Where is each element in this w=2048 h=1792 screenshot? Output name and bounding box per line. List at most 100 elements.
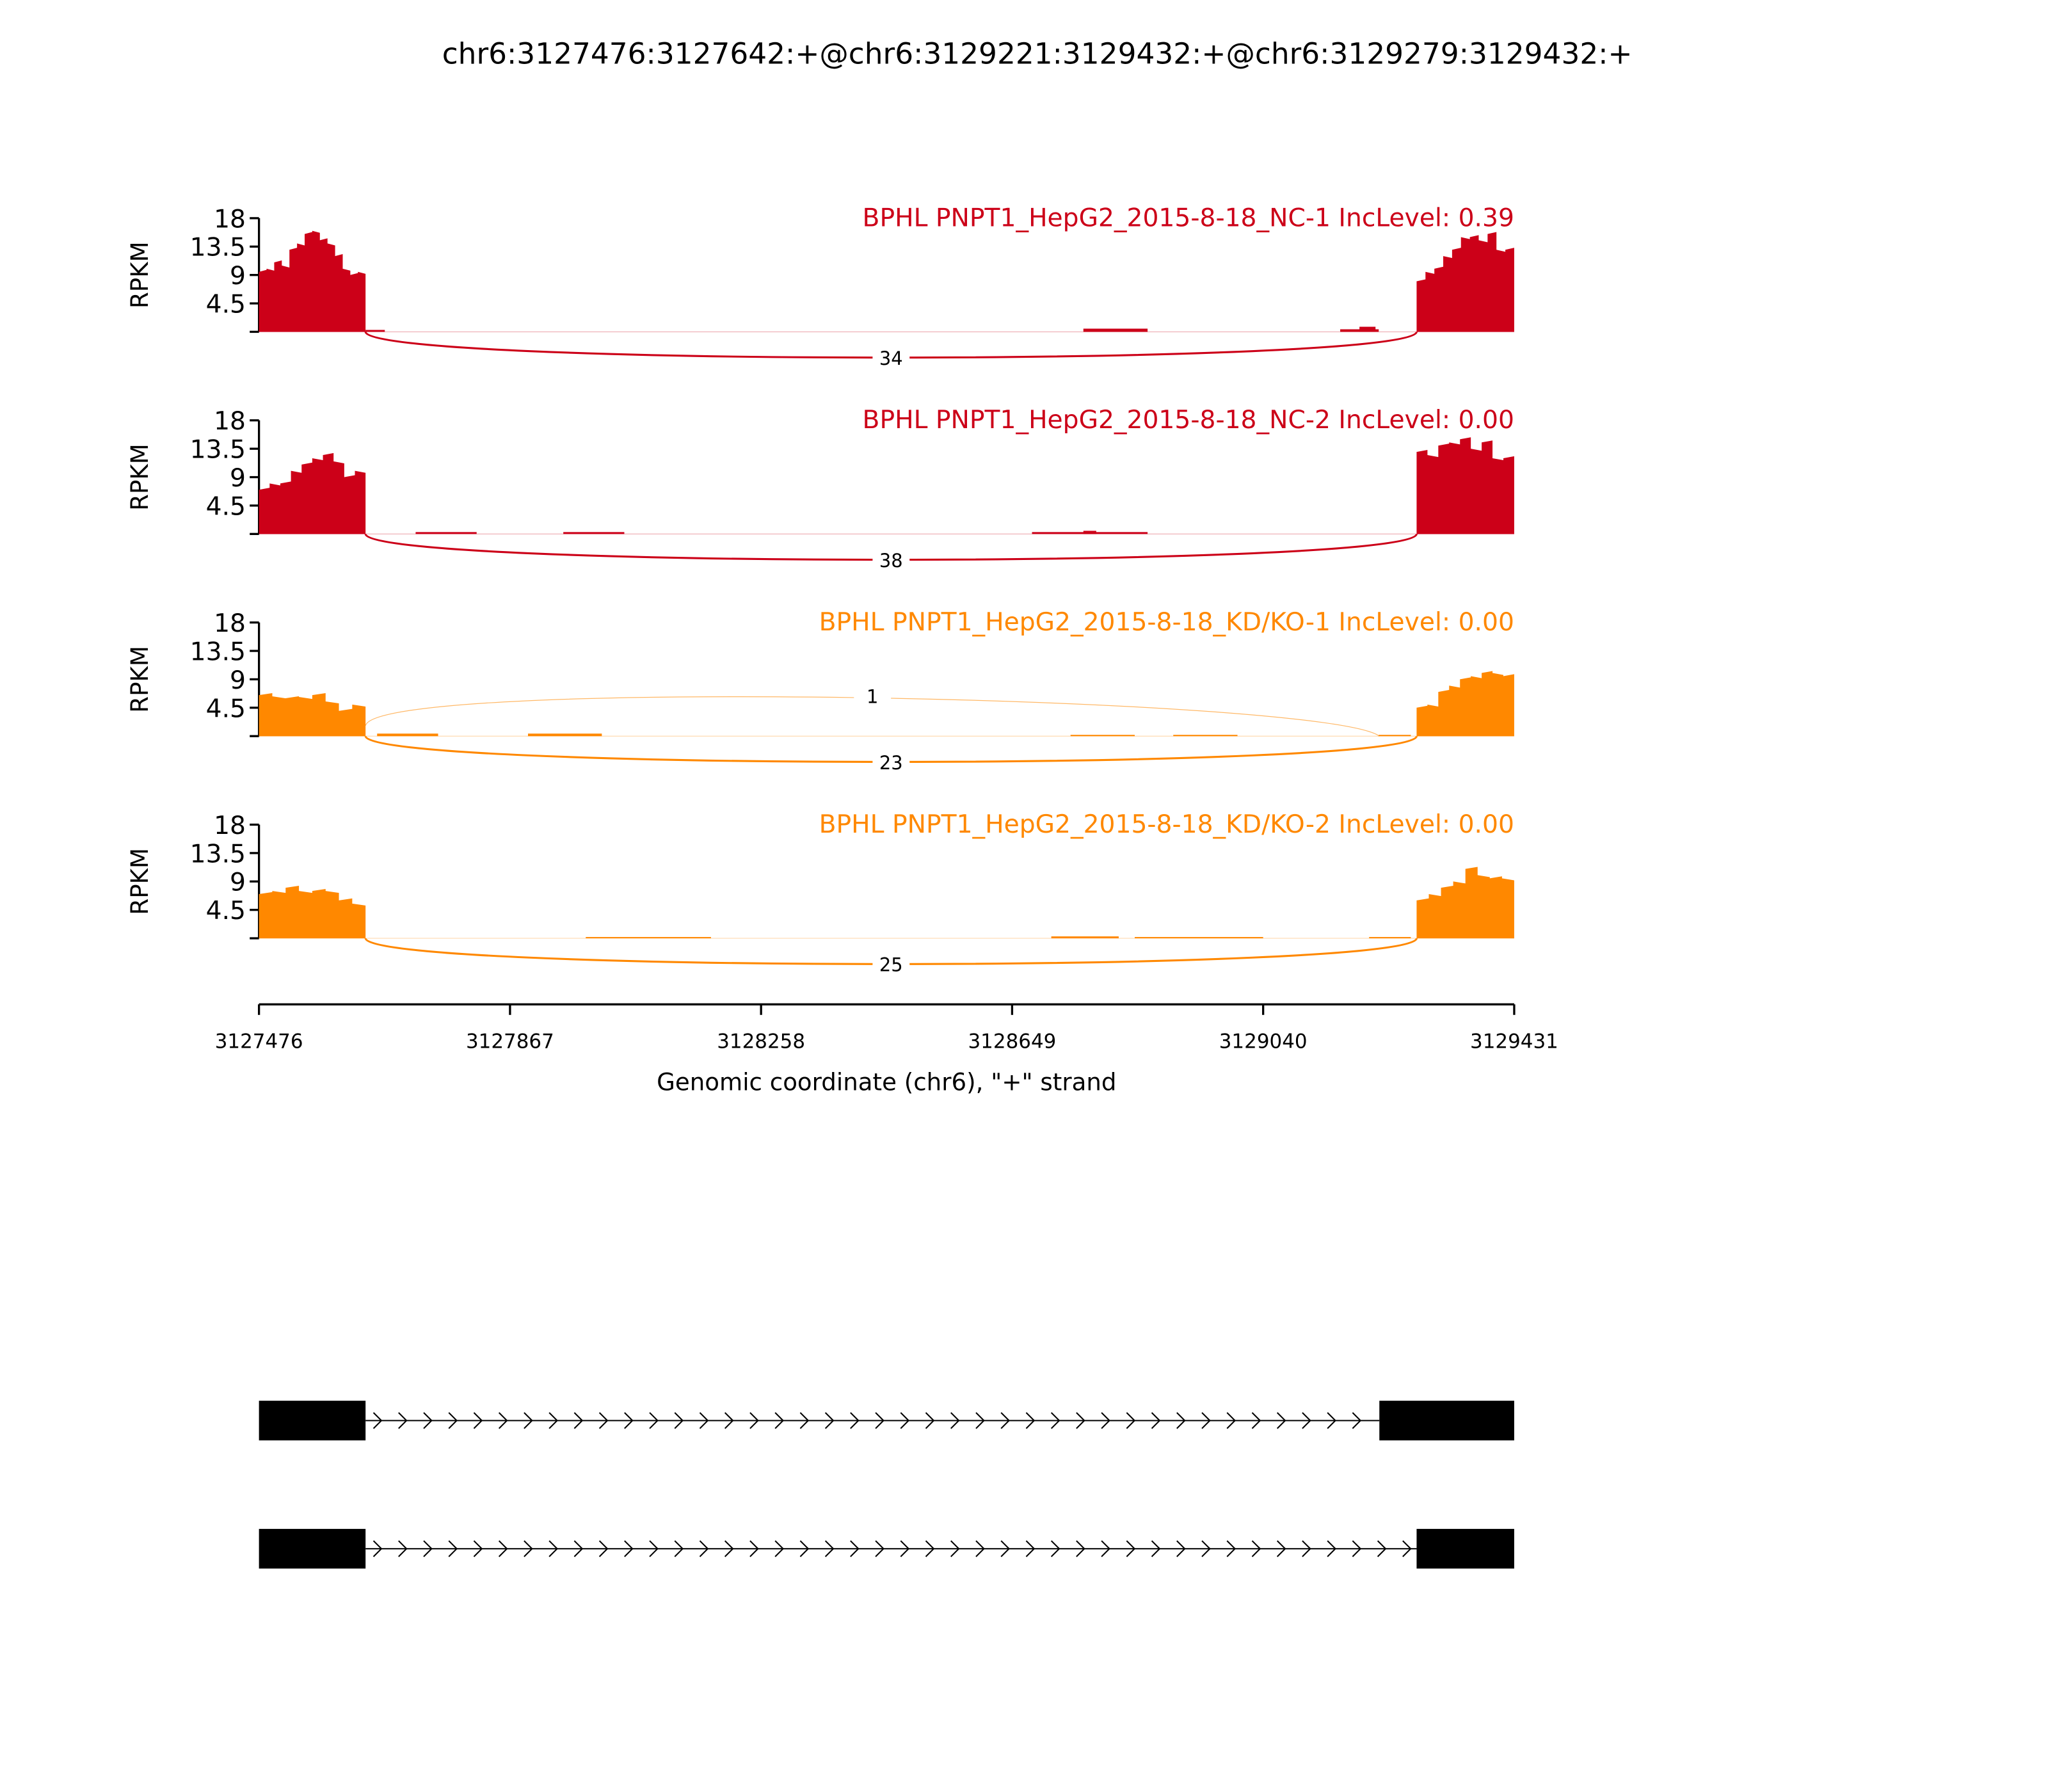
junction-count-label: 25 bbox=[879, 954, 903, 976]
y-tick-label: 4.5 bbox=[206, 492, 246, 521]
strand-arrow-icon bbox=[850, 1540, 860, 1557]
strand-arrow-icon bbox=[1327, 1540, 1336, 1557]
strand-arrow-icon bbox=[1176, 1540, 1186, 1557]
track-label: BPHL PNPT1_HepG2_2015-8-18_NC-1 IncLevel… bbox=[863, 204, 1514, 232]
strand-arrow-icon bbox=[674, 1540, 684, 1557]
junction-count-label: 23 bbox=[879, 752, 903, 774]
intron-coverage bbox=[586, 937, 711, 939]
y-tick-label: 18 bbox=[214, 205, 246, 234]
x-tick-label: 3129040 bbox=[1219, 1030, 1308, 1053]
strand-arrow-icon bbox=[1201, 1540, 1211, 1557]
strand-arrow-icon bbox=[372, 1540, 383, 1557]
exon-block bbox=[259, 1528, 366, 1569]
strand-arrow-icon bbox=[749, 1540, 759, 1557]
strand-arrow-icon bbox=[1101, 1540, 1110, 1557]
strand-arrow-icon bbox=[598, 1540, 609, 1557]
strand-arrow-icon bbox=[1352, 1412, 1362, 1429]
junction-label-bg bbox=[872, 346, 910, 371]
x-tick-label: 3128258 bbox=[717, 1030, 805, 1053]
intron-coverage bbox=[365, 330, 385, 332]
strand-arrow-icon bbox=[950, 1540, 960, 1557]
strand-arrow-icon bbox=[824, 1540, 835, 1557]
strand-arrow-icon bbox=[1251, 1412, 1261, 1429]
strand-arrow-icon bbox=[699, 1540, 709, 1557]
y-tick-label: 4.5 bbox=[206, 694, 246, 723]
junction-label-bg bbox=[872, 548, 910, 573]
strand-arrow-icon bbox=[699, 1412, 709, 1429]
y-tick-label: 18 bbox=[214, 407, 246, 436]
junction-label-bg bbox=[872, 952, 910, 977]
x-axis: 3127476 3127867 3128258 3128649 3129040 31294… bbox=[215, 1003, 1558, 1053]
coverage-area bbox=[259, 230, 366, 332]
intron-coverage bbox=[1083, 531, 1096, 534]
y-tick-label: 18 bbox=[214, 812, 246, 840]
x-axis-label: Genomic coordinate (chr6), "+" strand bbox=[657, 1068, 1116, 1096]
y-axis-label: RPKM bbox=[126, 241, 154, 308]
strand-arrow-icon bbox=[524, 1540, 533, 1557]
gene-models bbox=[259, 1400, 1514, 1569]
x-tick-label: 3127476 bbox=[215, 1030, 303, 1053]
y-tick-label: 13.5 bbox=[190, 436, 246, 465]
strand-arrow-icon bbox=[1226, 1412, 1236, 1429]
strand-arrow-icon bbox=[649, 1540, 659, 1557]
strand-arrow-icon bbox=[799, 1540, 810, 1557]
coverage-area bbox=[259, 452, 366, 534]
strand-arrow-icon bbox=[975, 1540, 985, 1557]
junction-count-label: 1 bbox=[867, 686, 878, 708]
coverage-area bbox=[1416, 867, 1514, 939]
strand-arrow-icon bbox=[448, 1540, 458, 1557]
strand-arrow-icon bbox=[950, 1412, 960, 1429]
intron-coverage bbox=[1379, 735, 1411, 737]
strand-arrow-icon bbox=[1352, 1540, 1362, 1557]
y-tick-label: 9 bbox=[230, 464, 246, 493]
y-axis-label: RPKM bbox=[126, 444, 154, 511]
strand-arrow-icon bbox=[925, 1540, 935, 1557]
intron-coverage bbox=[563, 532, 625, 534]
strand-arrow-icon bbox=[1276, 1540, 1286, 1557]
track-label: BPHL PNPT1_HepG2_2015-8-18_KD/KO-1 IncLe… bbox=[819, 608, 1514, 637]
y-tick-label: 13.5 bbox=[190, 840, 246, 868]
strand-arrow-icon bbox=[598, 1412, 609, 1429]
strand-arrow-icon bbox=[473, 1540, 483, 1557]
y-tick-label: 18 bbox=[214, 609, 246, 638]
strand-arrow-icon bbox=[774, 1412, 785, 1429]
x-tick-label: 3127867 bbox=[466, 1030, 554, 1053]
y-tick-label: 9 bbox=[230, 262, 246, 291]
y-tick-label: 4.5 bbox=[206, 897, 246, 925]
intron-coverage bbox=[527, 733, 602, 737]
strand-arrow-icon bbox=[423, 1412, 433, 1429]
strand-arrow-icon bbox=[799, 1412, 810, 1429]
y-tick-label: 9 bbox=[230, 868, 246, 897]
strand-arrow-icon bbox=[1377, 1540, 1387, 1557]
strand-arrow-icon bbox=[1000, 1540, 1011, 1557]
strand-arrow-icon bbox=[1076, 1412, 1085, 1429]
strand-arrow-icon bbox=[524, 1412, 533, 1429]
y-tick-label: 4.5 bbox=[206, 291, 246, 319]
strand-arrow-icon bbox=[975, 1412, 985, 1429]
strand-arrow-icon bbox=[573, 1412, 584, 1429]
y-axis-label: RPKM bbox=[126, 646, 154, 713]
strand-arrow-icon bbox=[1151, 1540, 1161, 1557]
junction-label-bg bbox=[872, 750, 910, 775]
strand-arrow-icon bbox=[850, 1412, 860, 1429]
coverage-area bbox=[259, 692, 366, 737]
strand-arrow-icon bbox=[824, 1412, 835, 1429]
strand-arrow-icon bbox=[473, 1412, 483, 1429]
strand-arrow-icon bbox=[448, 1412, 458, 1429]
strand-arrow-icon bbox=[624, 1540, 634, 1557]
isoform-2 bbox=[259, 1528, 1514, 1569]
strand-arrow-icon bbox=[398, 1540, 408, 1557]
y-tick-label: 9 bbox=[230, 666, 246, 695]
x-tick-label: 3129431 bbox=[1470, 1030, 1558, 1053]
intron-coverage bbox=[1135, 937, 1263, 939]
strand-arrow-icon bbox=[1402, 1540, 1412, 1557]
intron-coverage bbox=[1083, 328, 1148, 332]
strand-arrow-icon bbox=[1076, 1540, 1085, 1557]
strand-arrow-icon bbox=[573, 1540, 584, 1557]
track-label: BPHL PNPT1_HepG2_2015-8-18_KD/KO-2 IncLe… bbox=[819, 810, 1514, 839]
